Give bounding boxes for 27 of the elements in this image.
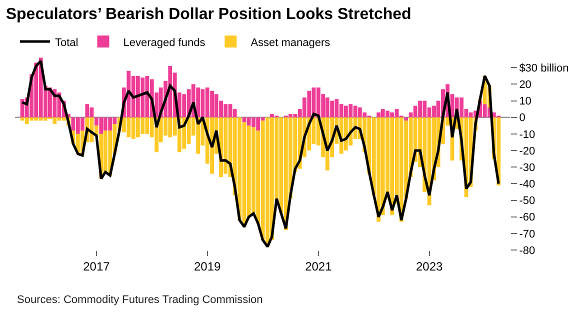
x-tick-label: 2017 bbox=[83, 259, 110, 274]
y-tick-label: -60 bbox=[519, 212, 536, 224]
y-tick-label: -80 bbox=[519, 244, 536, 257]
y-tick-label: -10 bbox=[519, 128, 536, 141]
y-tick-label: -70 bbox=[519, 228, 536, 240]
y-tick-label: $30 billion bbox=[519, 62, 569, 74]
legend-label: Leveraged funds bbox=[123, 36, 206, 49]
y-tick-label: -50 bbox=[519, 195, 536, 208]
y-tick-label: 20 bbox=[519, 79, 532, 92]
x-tick-label: 2023 bbox=[416, 259, 443, 274]
line-series bbox=[20, 60, 500, 248]
y-tick-label: -20 bbox=[519, 145, 536, 158]
y-tick-label: 0 bbox=[519, 112, 526, 124]
source-note: Sources: Commodity Futures Trading Commission bbox=[17, 294, 263, 306]
bar bbox=[468, 112, 473, 118]
x-tick-label: 2019 bbox=[194, 259, 222, 274]
bar bbox=[85, 104, 90, 118]
x-tick-label: 2021 bbox=[305, 259, 332, 274]
bar bbox=[62, 117, 66, 121]
y-tick-label: 10 bbox=[519, 96, 532, 108]
y-tick-label: -40 bbox=[519, 178, 536, 191]
bar bbox=[404, 117, 408, 121]
bar bbox=[376, 112, 381, 118]
chart-title: Speculators’ Bearish Dollar Position Looks Stretched bbox=[6, 6, 412, 24]
legend-label: Total bbox=[55, 36, 78, 49]
y-tick-label: -30 bbox=[519, 162, 536, 174]
legend-label: Asset managers bbox=[250, 36, 331, 49]
